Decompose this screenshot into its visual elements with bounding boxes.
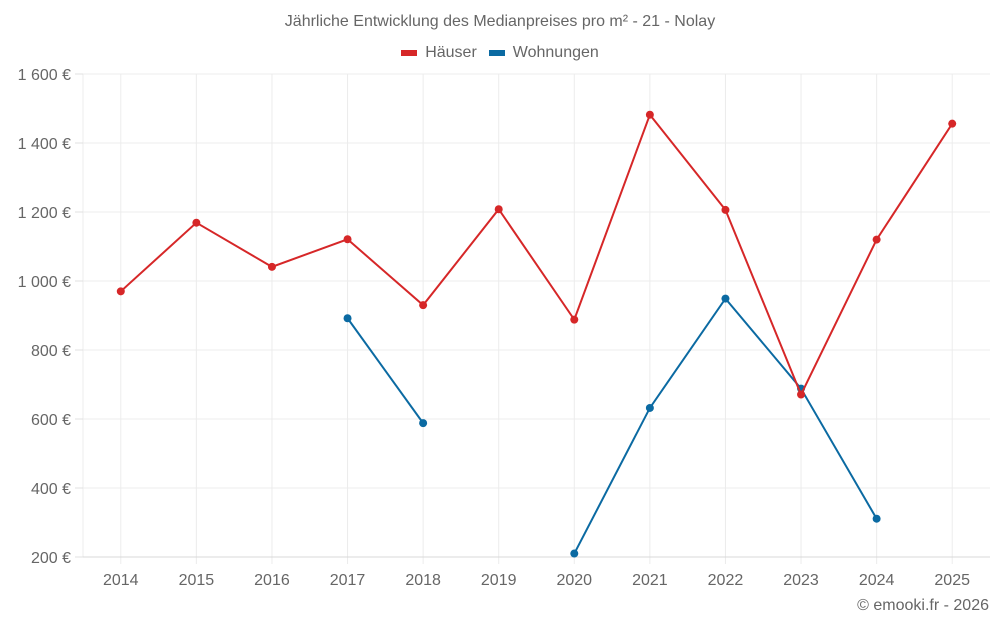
y-tick-label: 1 400 € — [18, 136, 71, 153]
y-tick-label: 200 € — [31, 550, 71, 567]
x-tick-label: 2024 — [859, 572, 895, 589]
data-point[interactable] — [343, 314, 352, 323]
series-haeuser — [116, 110, 957, 399]
data-point[interactable] — [721, 205, 730, 214]
y-tick-label: 1 600 € — [18, 67, 71, 84]
x-tick-label: 2019 — [481, 572, 517, 589]
data-point[interactable] — [797, 390, 806, 399]
x-tick-label: 2017 — [330, 572, 366, 589]
chart-title: Jährliche Entwicklung des Medianpreises … — [284, 13, 716, 30]
data-point[interactable] — [570, 315, 579, 324]
y-tick-label: 800 € — [31, 343, 71, 360]
data-point[interactable] — [419, 419, 428, 428]
data-point[interactable] — [948, 119, 957, 128]
series-wohnungen — [343, 294, 881, 558]
legend-item-haeuser[interactable]: Häuser — [401, 44, 477, 62]
copyright-footer: © emooki.fr - 2026 — [857, 597, 989, 614]
data-point[interactable] — [116, 287, 125, 296]
data-point[interactable] — [494, 205, 503, 214]
data-point[interactable] — [721, 294, 730, 303]
data-point[interactable] — [645, 403, 654, 412]
data-point[interactable] — [570, 549, 579, 558]
y-tick-label: 400 € — [31, 481, 71, 498]
legend-label-wohnungen: Wohnungen — [512, 44, 599, 61]
x-tick-label: 2023 — [783, 572, 819, 589]
x-tick-label: 2015 — [179, 572, 215, 589]
x-tick-label: 2025 — [934, 572, 970, 589]
axes: 200 € 400 € 600 € 800 € 1 000 € 1 200 € 1 400 … — [18, 67, 990, 589]
y-tick-label: 600 € — [31, 412, 71, 429]
data-point[interactable] — [267, 262, 276, 271]
data-point[interactable] — [419, 301, 428, 310]
x-tick-label: 2018 — [405, 572, 441, 589]
x-tick-label: 2014 — [103, 572, 139, 589]
series-lines — [116, 110, 957, 558]
x-tick-label: 2021 — [632, 572, 668, 589]
grid-lines — [82, 73, 990, 564]
x-tick-label: 2022 — [708, 572, 744, 589]
y-tick-label: 1 200 € — [18, 205, 71, 222]
y-tick-label: 1 000 € — [18, 274, 71, 291]
legend-swatch-haeuser-icon — [401, 50, 418, 56]
data-point[interactable] — [645, 110, 654, 119]
data-point[interactable] — [872, 514, 881, 523]
x-tick-label: 2020 — [556, 572, 592, 589]
data-point[interactable] — [192, 218, 201, 227]
legend: Häuser Wohnungen — [0, 44, 1000, 62]
x-tick-label: 2016 — [254, 572, 290, 589]
legend-swatch-wohnungen-icon — [488, 50, 505, 56]
legend-label-haeuser: Häuser — [425, 44, 477, 61]
legend-item-wohnungen[interactable]: Wohnungen — [488, 44, 599, 62]
data-point[interactable] — [343, 235, 352, 244]
data-point[interactable] — [872, 235, 881, 244]
